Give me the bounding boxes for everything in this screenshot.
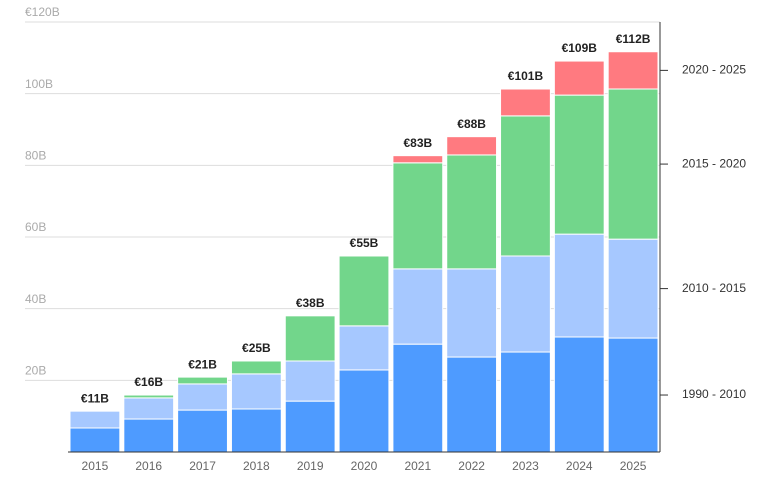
- y-tick-label: 20B: [25, 364, 46, 378]
- total-label: €38B: [296, 296, 325, 310]
- y-tick-label: 60B: [25, 220, 46, 234]
- x-tick-label: 2019: [297, 459, 324, 473]
- total-label: €101B: [508, 69, 544, 83]
- x-tick-label: 2025: [620, 459, 647, 473]
- bar-segment: [446, 268, 498, 358]
- bar-segment: [446, 154, 498, 270]
- total-label: €83B: [403, 136, 432, 150]
- total-label: €55B: [350, 236, 379, 250]
- bar-segment: [338, 255, 390, 327]
- bar-segment: [500, 88, 551, 117]
- y-tick-label: 80B: [25, 149, 46, 163]
- total-label: €16B: [134, 375, 163, 389]
- bar-segment: [338, 369, 390, 453]
- bar-segment: [69, 410, 121, 429]
- bar-segment: [446, 356, 498, 453]
- x-tick-label: 2018: [243, 459, 270, 473]
- x-tick-label: 2022: [458, 459, 485, 473]
- bar-segment: [392, 343, 444, 453]
- bar-segment: [607, 51, 659, 90]
- bar-segment: [284, 400, 336, 453]
- total-label: €11B: [81, 391, 109, 405]
- bar-segment: [177, 376, 228, 385]
- bar-segment: [553, 60, 605, 96]
- x-tick-label: 2015: [82, 459, 109, 473]
- bar-segment: [553, 336, 605, 453]
- bar-segment: [230, 373, 282, 410]
- bar-segment: [553, 94, 605, 235]
- x-tick-label: 2016: [135, 459, 162, 473]
- bar-segment: [607, 238, 659, 339]
- total-label: €112B: [616, 32, 651, 46]
- bar-segment: [123, 397, 175, 420]
- total-label: €21B: [188, 357, 217, 371]
- bar-segment: [607, 337, 659, 453]
- x-tick-label: 2024: [566, 459, 593, 473]
- x-tick-label: 2020: [351, 459, 378, 473]
- x-tick-label: 2023: [512, 459, 539, 473]
- y-tick-label: 100B: [25, 77, 53, 91]
- legend-label: 1990 - 2010: [682, 387, 746, 401]
- legend-label: 2015 - 2020: [682, 156, 746, 170]
- bar-segment: [392, 268, 444, 345]
- bar-segment: [69, 427, 121, 453]
- bar-segment: [392, 162, 444, 270]
- legend-label: 2020 - 2025: [682, 63, 746, 77]
- bar-segment: [177, 409, 228, 453]
- bar-segment: [230, 360, 282, 375]
- bar-segment: [500, 351, 551, 453]
- bar-segment: [284, 360, 336, 402]
- bar-segment: [123, 394, 175, 399]
- bar-segment: [230, 408, 282, 453]
- total-label: €25B: [242, 341, 271, 355]
- bar-segment: [446, 136, 498, 156]
- legend-label: 2010 - 2015: [682, 281, 746, 295]
- bar-segment: [284, 315, 336, 362]
- bar-segment: [500, 255, 551, 353]
- bar-segment: [392, 155, 444, 164]
- total-label: €109B: [562, 41, 598, 55]
- bar-segment: [553, 233, 605, 338]
- x-tick-label: 2017: [189, 459, 216, 473]
- bar-segment: [500, 115, 551, 257]
- bar-segment: [177, 383, 228, 411]
- y-tick-label: 40B: [25, 292, 46, 306]
- bar-segment: [338, 325, 390, 371]
- y-tick-label: €120B: [25, 5, 60, 19]
- bar-segment: [607, 88, 659, 240]
- bar-segment: [123, 418, 175, 453]
- total-label: €88B: [457, 117, 486, 131]
- x-tick-label: 2021: [404, 459, 431, 473]
